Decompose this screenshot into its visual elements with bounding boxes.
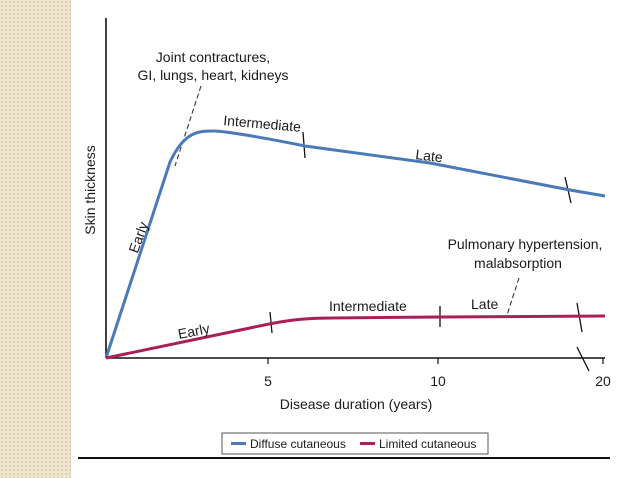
stage-label: Intermediate (329, 298, 407, 314)
stage-label: Late (415, 146, 444, 165)
y-axis-label: Skin thickness (82, 145, 98, 234)
x-axis-label: Disease duration (years) (280, 396, 433, 412)
stage-label: Early (125, 220, 151, 255)
limited-cutaneous-line (105, 314, 606, 360)
decorative-side-panel (0, 0, 71, 478)
legend-label: Limited cutaneous (379, 437, 476, 451)
legend-box (221, 432, 489, 455)
stage-label: Intermediate (223, 112, 302, 135)
stage-label: Early (177, 320, 211, 342)
legend: Diffuse cutaneous Limited cutaneous (221, 432, 489, 455)
annotation-leader (506, 277, 520, 316)
annotation-leader (174, 85, 202, 167)
diffuse-cutaneous-line (104, 129, 606, 359)
x-tick-label: 5 (264, 373, 272, 389)
annotation-text: Joint contractures, (156, 49, 270, 65)
annotation-text: GI, lungs, heart, kidneys (138, 67, 289, 83)
legend-label: Diffuse cutaneous (250, 437, 346, 451)
stage-label: Late (471, 296, 498, 312)
annotation-text: Pulmonary hypertension, (448, 236, 603, 252)
x-tick-label: 20 (595, 373, 611, 389)
axis-break-mark (576, 346, 590, 372)
annotation-text: malabsorption (474, 255, 562, 271)
x-tick-label: 10 (430, 373, 446, 389)
